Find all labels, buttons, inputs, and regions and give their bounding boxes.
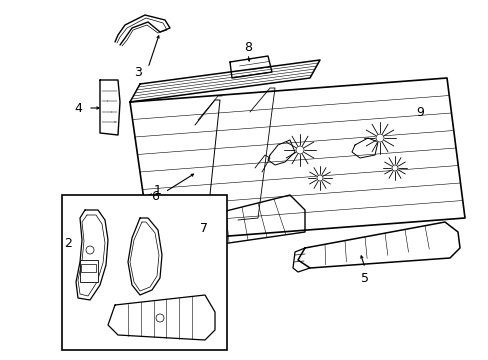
Text: 3: 3: [134, 66, 142, 78]
Bar: [81, 264, 96, 272]
Circle shape: [295, 146, 304, 154]
Text: 7: 7: [200, 221, 207, 234]
Bar: [80, 260, 98, 282]
Text: 6: 6: [151, 189, 159, 202]
Text: 2: 2: [64, 237, 72, 249]
Text: 1: 1: [154, 184, 162, 197]
Bar: [62, 195, 226, 350]
Text: 8: 8: [244, 41, 251, 54]
Circle shape: [375, 134, 383, 142]
Text: 9: 9: [415, 105, 423, 118]
Text: 4: 4: [74, 102, 82, 114]
Circle shape: [316, 175, 323, 181]
Text: 5: 5: [360, 271, 368, 284]
Circle shape: [391, 165, 397, 171]
